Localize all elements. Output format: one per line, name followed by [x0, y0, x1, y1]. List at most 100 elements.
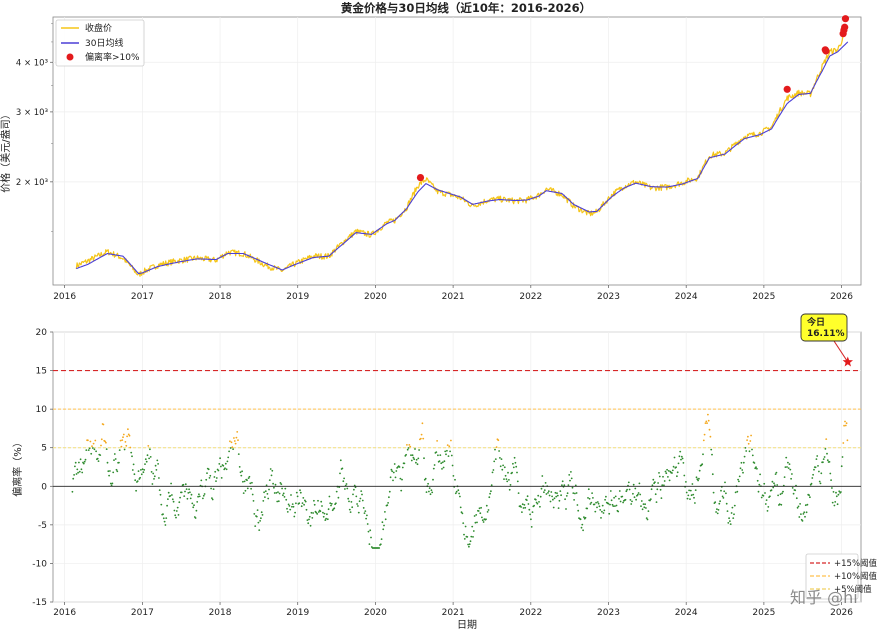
deviation-point: [400, 489, 403, 492]
deviation-point: [671, 469, 674, 472]
deviation-point: [774, 473, 777, 475]
deviation-point: [195, 509, 198, 512]
deviation-point: [477, 510, 480, 512]
deviation-point: [362, 507, 365, 509]
deviation-point: [442, 466, 445, 469]
deviation-point: [817, 465, 819, 467]
deviation-point: [202, 494, 205, 497]
deviation-point: [646, 518, 649, 521]
deviation-point: [99, 454, 102, 456]
high-deviation-dot: [841, 15, 850, 23]
deviation-point: [576, 504, 579, 506]
deviation-point: [552, 498, 554, 501]
deviation-point: [451, 464, 454, 467]
top-x-tick-label: 2023: [597, 292, 620, 302]
deviation-point: [724, 481, 726, 484]
deviation-point: [72, 477, 75, 480]
deviation-point: [406, 444, 408, 446]
deviation-point: [418, 449, 420, 451]
deviation-point: [825, 438, 828, 440]
deviation-point: [650, 488, 653, 491]
deviation-point: [235, 436, 238, 439]
deviation-point: [317, 511, 320, 513]
deviation-point: [431, 491, 434, 494]
deviation-point: [808, 494, 810, 497]
deviation-point: [740, 461, 743, 464]
deviation-point: [490, 484, 493, 487]
deviation-point: [706, 422, 708, 424]
deviation-point: [811, 477, 814, 479]
deviation-point: [490, 490, 492, 493]
deviation-point: [137, 470, 140, 472]
deviation-point: [582, 529, 584, 532]
deviation-point: [749, 440, 752, 442]
deviation-point: [574, 492, 576, 495]
deviation-point: [149, 456, 152, 458]
deviation-point: [471, 525, 474, 528]
deviation-point: [308, 518, 310, 521]
deviation-point: [760, 496, 763, 499]
deviation-point: [725, 492, 727, 495]
deviation-point: [502, 464, 504, 467]
deviation-point: [458, 492, 460, 495]
deviation-point: [568, 474, 571, 476]
deviation-point: [448, 445, 451, 448]
deviation-point: [330, 502, 333, 505]
deviation-point: [274, 483, 277, 486]
deviation-point: [831, 487, 833, 489]
deviation-point: [461, 512, 464, 515]
deviation-point: [618, 490, 621, 492]
deviation-point: [539, 505, 541, 508]
deviation-point: [777, 494, 779, 497]
deviation-point: [264, 496, 266, 498]
deviation-point: [324, 519, 327, 521]
deviation-point: [71, 490, 74, 493]
deviation-point: [441, 468, 443, 470]
deviation-point: [286, 507, 288, 510]
deviation-point: [162, 517, 165, 520]
deviation-point: [392, 471, 395, 474]
deviation-point: [311, 517, 314, 519]
top-grid: [53, 17, 861, 285]
deviation-point: [833, 504, 836, 507]
annotation-line2: 16.11%: [807, 329, 845, 339]
deviation-point: [829, 472, 832, 475]
deviation-point: [387, 502, 389, 504]
bottom-y-tick-label: 15: [36, 367, 47, 377]
deviation-point: [170, 482, 173, 485]
deviation-point: [304, 500, 307, 503]
deviation-point: [393, 463, 396, 465]
deviation-point: [381, 521, 384, 524]
deviation-point: [91, 447, 94, 449]
deviation-point: [308, 515, 311, 518]
deviation-point: [231, 446, 234, 449]
deviation-point: [499, 465, 502, 468]
deviation-point: [719, 500, 721, 503]
deviation-point: [592, 497, 594, 499]
deviation-point: [524, 506, 527, 509]
deviation-point: [506, 480, 509, 483]
deviation-point: [707, 419, 710, 422]
high-deviation-dot: [416, 173, 425, 182]
deviation-point: [489, 492, 491, 495]
deviation-point: [609, 490, 612, 492]
bottom-y-tick-label: -5: [38, 521, 47, 531]
deviation-point: [348, 508, 351, 511]
deviation-point: [251, 493, 254, 496]
deviation-point: [467, 543, 469, 546]
deviation-point: [143, 469, 146, 471]
deviation-point: [107, 470, 110, 473]
deviation-point: [672, 465, 675, 468]
deviation-point: [632, 483, 635, 486]
deviation-point: [316, 513, 319, 515]
deviation-point: [109, 482, 112, 485]
deviation-point: [656, 488, 659, 491]
deviation-point: [600, 517, 602, 519]
top-plot-frame: [52, 16, 862, 286]
deviation-point: [633, 496, 636, 499]
deviation-point: [604, 498, 606, 501]
deviation-point: [486, 511, 489, 513]
deviation-point: [703, 433, 706, 436]
deviation-point: [349, 511, 352, 513]
deviation-point: [714, 501, 717, 504]
